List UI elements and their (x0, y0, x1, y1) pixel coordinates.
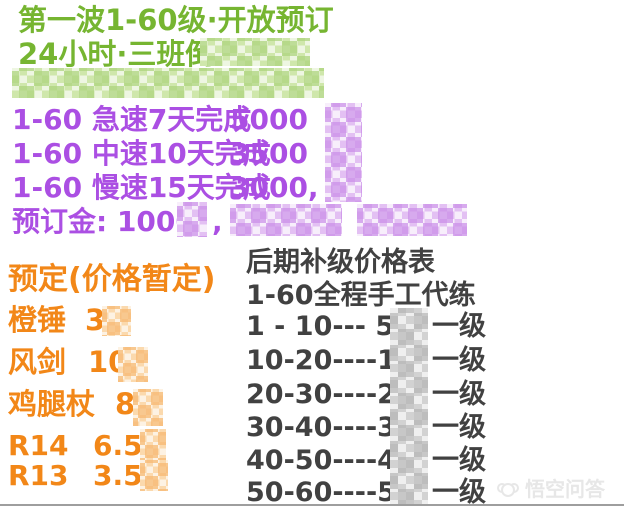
level-range: 1 - 10--- 5 (246, 311, 395, 342)
redacted-contact-1 (230, 204, 342, 236)
watermark: 悟空问答 (497, 477, 605, 501)
per-level-label: 一级 (432, 477, 486, 508)
redacted-unit-strip (390, 308, 428, 504)
redacted-item-unit (118, 347, 148, 382)
redacted-deposit-unit (177, 202, 207, 237)
subtitle-24h-shifts: 24小时·三班倒 (18, 37, 215, 71)
price-table-row: 20-30----20 一级 (246, 380, 496, 410)
price-table-row: 30-40----30 一级 (246, 413, 496, 443)
per-level-label: 一级 (432, 345, 486, 376)
price-table-row: 50-60----50 一级 (246, 478, 496, 508)
per-level-label: 一级 (432, 311, 486, 342)
redacted-contact-2 (357, 204, 467, 236)
redacted-item-unit (140, 460, 168, 491)
preorder-item: R13 3.5 (8, 459, 208, 493)
bottom-divider (0, 504, 624, 506)
preorder-item: R14 6.5 (8, 429, 208, 463)
deposit-comma: , (212, 205, 223, 238)
wukong-monkey-logo-icon (497, 483, 519, 497)
deposit-label: 预订金: 1000 (12, 205, 195, 238)
item-name: 风剑 (8, 345, 67, 379)
per-level-label: 一级 (432, 379, 486, 410)
preorder-item: 橙锤 3 (8, 304, 208, 338)
watermark-text: 悟空问答 (525, 477, 605, 501)
preorder-item: 风剑 10 (8, 346, 208, 380)
price-table-title: 后期补级价格表 (246, 247, 435, 278)
redacted-item-unit (133, 389, 163, 426)
redacted-item-unit (140, 429, 166, 460)
redacted-block-green-inline (200, 38, 310, 66)
level-range: 20-30----20 (246, 379, 415, 410)
redacted-item-unit (102, 306, 131, 336)
offer-label: 1-60 中速10天完成 (12, 137, 271, 170)
price-table-row: 10-20----10 一级 (246, 346, 496, 376)
offer-row-medium: 1-60 中速10天完成 3500 (12, 138, 392, 171)
redacted-block-green-bar (12, 68, 324, 98)
price-table-row: 40-50----40 一级 (246, 446, 496, 476)
level-range: 30-40----30 (246, 412, 415, 443)
offer-label: 1-60 慢速15天完成 (12, 171, 271, 204)
offer-row-slow: 1-60 慢速15天完成 3000, (12, 172, 392, 205)
price-table-subtitle: 1-60全程手工代练 (246, 280, 476, 311)
preorder-title: 预定(价格暂定) (8, 262, 216, 297)
level-range: 50-60----50 (246, 477, 415, 508)
level-range: 10-20----10 (246, 345, 415, 376)
item-name: 橙锤 (8, 303, 67, 337)
deposit-row: 预订金: 1000 , (12, 205, 223, 238)
offer-price: 5000 (230, 103, 308, 136)
item-name: R13 (8, 459, 69, 492)
offer-price: 3500 (230, 137, 308, 170)
offer-row-fast: 1-60 急速7天完成 5000 (12, 104, 392, 137)
per-level-label: 一级 (432, 412, 486, 443)
item-price: 3.5 (93, 459, 143, 492)
offer-price: 3000, (230, 171, 319, 204)
item-price: 3 (85, 303, 106, 337)
redacted-price-unit-strip (325, 103, 362, 202)
offer-label: 1-60 急速7天完成 (12, 103, 252, 136)
item-price: 6.5 (93, 429, 143, 462)
item-name: 鸡腿杖 (8, 387, 96, 421)
price-table-row: 1 - 10--- 5 一级 (246, 312, 496, 342)
item-price: 8 (115, 387, 136, 421)
title-first-wave: 第一波1-60级·开放预订 (18, 3, 334, 37)
per-level-label: 一级 (432, 445, 486, 476)
preorder-item: 鸡腿杖 8 (8, 388, 208, 422)
level-range: 40-50----40 (246, 445, 415, 476)
item-name: R14 (8, 429, 69, 462)
